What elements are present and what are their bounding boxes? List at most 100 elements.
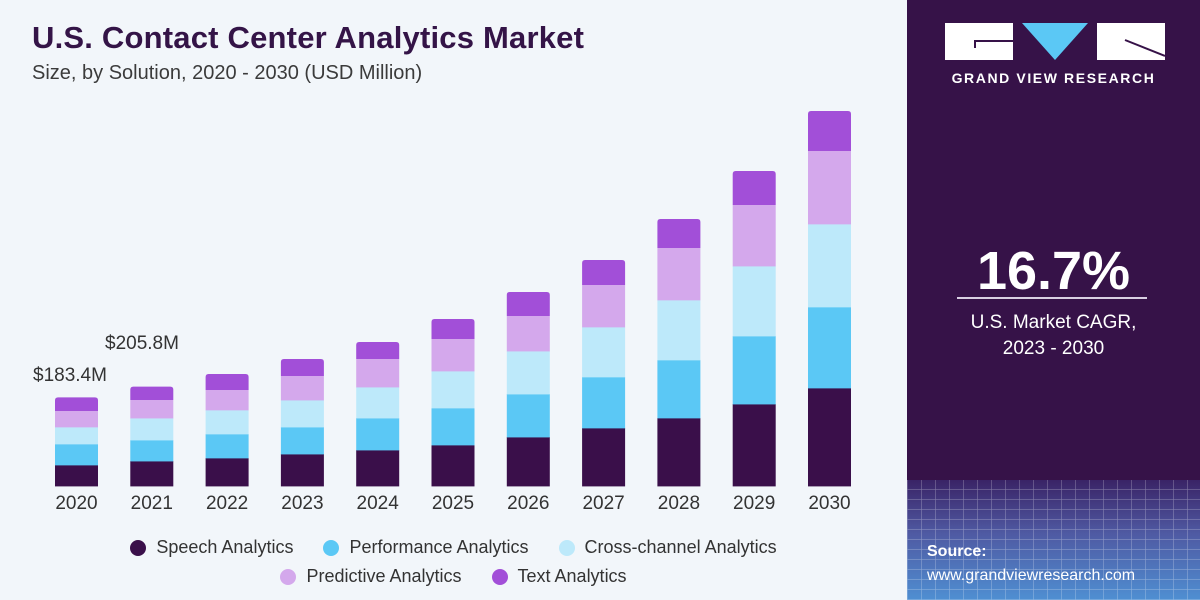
legend-row-1: Speech Analytics Performance Analytics Cro… bbox=[0, 537, 907, 558]
bar-stack-2022 bbox=[205, 373, 249, 487]
bar-segment-speech-analytics-2024 bbox=[356, 450, 400, 487]
side-panel: GRAND VIEW RESEARCH 16.7% U.S. Market CA… bbox=[907, 0, 1200, 600]
bar-segment-predictive-analytics-2026 bbox=[506, 316, 550, 352]
bar-segment-speech-analytics-2020 bbox=[55, 464, 98, 487]
bar-segment-text-analytics-2026 bbox=[506, 291, 550, 316]
bar-segment-text-analytics-2024 bbox=[356, 341, 400, 359]
legend-label: Performance Analytics bbox=[349, 537, 529, 557]
chart-title: U.S. Contact Center Analytics Market bbox=[32, 20, 585, 55]
bar-segment-cross-channel-analytics-2026 bbox=[506, 351, 550, 395]
x-tick-label: 2023 bbox=[281, 493, 323, 514]
bar-segment-performance-analytics-2020 bbox=[55, 443, 98, 466]
bar-stack-2020 bbox=[55, 397, 98, 487]
grand-view-research-logo-icon bbox=[945, 23, 1165, 60]
bar-segment-text-analytics-2020 bbox=[55, 397, 98, 411]
x-tick-label: 2027 bbox=[582, 493, 624, 514]
bar-segment-text-analytics-2030 bbox=[808, 110, 851, 151]
legend-label: Cross-channel Analytics bbox=[584, 537, 777, 557]
x-tick-label: 2025 bbox=[432, 493, 474, 514]
bar-stack-2029 bbox=[732, 170, 776, 487]
bar-segment-cross-channel-analytics-2024 bbox=[356, 387, 400, 419]
bar-segment-speech-analytics-2027 bbox=[582, 427, 626, 487]
bar-segment-predictive-analytics-2030 bbox=[808, 150, 851, 225]
legend-swatch-icon bbox=[491, 568, 508, 585]
cagr-label-line-2: 2023 - 2030 bbox=[1002, 338, 1105, 359]
bar-segment-predictive-analytics-2024 bbox=[356, 358, 400, 388]
cagr-divider bbox=[957, 297, 1147, 299]
bar-stack-2021 bbox=[130, 386, 174, 487]
bar-segment-speech-analytics-2029 bbox=[732, 404, 776, 487]
bar-segment-performance-analytics-2023 bbox=[280, 427, 324, 455]
bar-stack-2025 bbox=[431, 318, 475, 487]
bar-segment-performance-analytics-2025 bbox=[431, 407, 475, 446]
bar-segment-speech-analytics-2021 bbox=[130, 461, 174, 487]
bar-segment-performance-analytics-2021 bbox=[130, 440, 174, 462]
bar-segment-text-analytics-2021 bbox=[130, 386, 174, 401]
bar-segment-speech-analytics-2023 bbox=[280, 454, 324, 487]
x-tick-label: 2030 bbox=[808, 493, 850, 514]
bar-segment-cross-channel-analytics-2027 bbox=[582, 326, 626, 378]
bar-segment-performance-analytics-2022 bbox=[205, 433, 249, 459]
bar-segment-text-analytics-2027 bbox=[582, 259, 626, 285]
legend-swatch-icon bbox=[323, 539, 340, 556]
bar-segment-performance-analytics-2029 bbox=[732, 336, 776, 405]
bar-segment-speech-analytics-2025 bbox=[431, 444, 475, 487]
legend-item-text-analytics: Text Analytics bbox=[491, 566, 627, 587]
grid-background bbox=[907, 480, 1200, 600]
cagr-label-line-1: U.S. Market CAGR, bbox=[970, 312, 1137, 333]
bar-segment-cross-channel-analytics-2023 bbox=[280, 400, 324, 428]
bar-segment-cross-channel-analytics-2020 bbox=[55, 426, 98, 445]
bar-segment-predictive-analytics-2021 bbox=[130, 400, 174, 419]
chart-area: U.S. Contact Center Analytics Market Siz… bbox=[0, 20, 907, 587]
source-url-link[interactable]: www.grandviewresearch.com bbox=[927, 567, 1136, 584]
x-tick-label: 2020 bbox=[55, 493, 97, 514]
bar-segment-text-analytics-2025 bbox=[431, 318, 475, 339]
legend-swatch-icon bbox=[558, 539, 575, 556]
legend-item-cross-channel-analytics: Cross-channel Analytics bbox=[558, 537, 777, 558]
x-tick-label: 2026 bbox=[507, 493, 549, 514]
bar-segment-cross-channel-analytics-2025 bbox=[431, 370, 475, 409]
brand-name: GRAND VIEW RESEARCH bbox=[951, 70, 1156, 86]
bar-segment-cross-channel-analytics-2022 bbox=[205, 409, 249, 435]
legend-item-speech-analytics: Speech Analytics bbox=[130, 537, 293, 558]
legend-item-performance-analytics: Performance Analytics bbox=[323, 537, 529, 558]
data-label-2020: $183.4M bbox=[33, 365, 107, 386]
bar-segment-performance-analytics-2028 bbox=[657, 359, 701, 419]
bar-stack-2026 bbox=[506, 291, 550, 487]
legend-label: Speech Analytics bbox=[156, 537, 294, 557]
bar-segment-text-analytics-2023 bbox=[280, 358, 324, 376]
cagr-label: U.S. Market CAGR, 2023 - 2030 bbox=[907, 310, 1200, 362]
bar-stack-2028 bbox=[657, 218, 701, 487]
bar-segment-predictive-analytics-2022 bbox=[205, 389, 249, 411]
legend-label: Predictive Analytics bbox=[306, 566, 462, 586]
bar-segment-performance-analytics-2027 bbox=[582, 376, 626, 429]
x-tick-label: 2022 bbox=[206, 493, 248, 514]
bar-segment-cross-channel-analytics-2021 bbox=[130, 418, 174, 441]
x-tick-label: 2021 bbox=[131, 493, 173, 514]
bar-segment-performance-analytics-2026 bbox=[506, 394, 550, 438]
bar-stack-2023 bbox=[280, 358, 324, 487]
bar-segment-predictive-analytics-2025 bbox=[431, 338, 475, 372]
bar-segment-predictive-analytics-2027 bbox=[582, 284, 626, 328]
legend-swatch-icon bbox=[280, 568, 297, 585]
bar-segment-predictive-analytics-2029 bbox=[732, 204, 776, 267]
bar-segment-predictive-analytics-2020 bbox=[55, 410, 98, 428]
legend-row-2: Predictive Analytics Text Analytics bbox=[0, 566, 907, 587]
bar-segment-cross-channel-analytics-2030 bbox=[808, 223, 851, 308]
x-tick-label: 2024 bbox=[357, 493, 400, 514]
data-label-2021: $205.8M bbox=[105, 333, 179, 354]
bar-segment-cross-channel-analytics-2029 bbox=[732, 266, 776, 337]
bar-segment-performance-analytics-2024 bbox=[356, 418, 400, 451]
cagr-value: 16.7% bbox=[976, 241, 1131, 301]
bar-stack-2024 bbox=[356, 341, 400, 487]
bar-segment-text-analytics-2022 bbox=[205, 373, 249, 390]
bar-stack-2027 bbox=[582, 259, 626, 487]
bar-segment-speech-analytics-2022 bbox=[205, 457, 249, 487]
legend-swatch-icon bbox=[130, 539, 147, 556]
bar-segment-predictive-analytics-2028 bbox=[657, 247, 701, 301]
x-tick-label: 2028 bbox=[658, 493, 700, 514]
bar-segment-performance-analytics-2030 bbox=[808, 306, 851, 389]
x-tick-label: 2029 bbox=[733, 493, 775, 514]
bar-segment-speech-analytics-2030 bbox=[808, 387, 851, 487]
stacked-bar-chart: 2020 2021 2022 2023 2024 2025 2026 2027 2028 2029… bbox=[33, 110, 851, 514]
